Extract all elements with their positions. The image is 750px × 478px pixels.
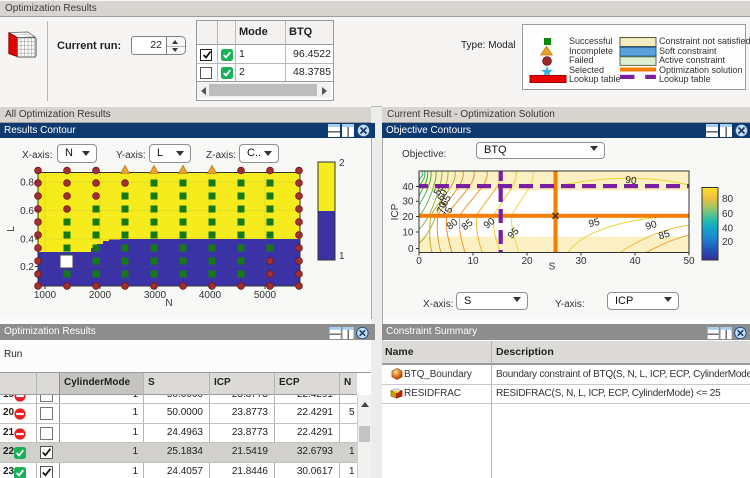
svg-text:0: 0 bbox=[408, 244, 414, 255]
svg-text:10: 10 bbox=[402, 228, 414, 239]
svg-text:50: 50 bbox=[683, 256, 695, 267]
svg-text:80: 80 bbox=[722, 194, 734, 205]
svg-text:65: 65 bbox=[439, 193, 454, 208]
svg-text:S: S bbox=[549, 262, 556, 273]
svg-text:ICP: ICP bbox=[390, 203, 401, 220]
svg-text:10: 10 bbox=[467, 256, 479, 267]
svg-text:20: 20 bbox=[521, 256, 533, 267]
svg-text:2000: 2000 bbox=[89, 290, 112, 301]
svg-text:1: 1 bbox=[339, 251, 345, 262]
svg-text:30: 30 bbox=[575, 256, 587, 267]
svg-text:85: 85 bbox=[657, 228, 671, 242]
svg-text:0: 0 bbox=[416, 256, 422, 267]
svg-text:4000: 4000 bbox=[199, 290, 222, 301]
svg-text:40: 40 bbox=[722, 224, 734, 235]
svg-text:5000: 5000 bbox=[254, 290, 277, 301]
svg-text:L: L bbox=[6, 226, 17, 232]
svg-text:70: 70 bbox=[435, 200, 450, 215]
svg-text:2: 2 bbox=[339, 158, 345, 169]
svg-text:0.2: 0.2 bbox=[20, 262, 34, 273]
svg-text:40: 40 bbox=[629, 256, 641, 267]
svg-text:0.6: 0.6 bbox=[20, 206, 34, 217]
svg-text:95: 95 bbox=[588, 217, 602, 230]
svg-text:90: 90 bbox=[644, 219, 658, 233]
svg-text:3000: 3000 bbox=[144, 290, 167, 301]
svg-text:1000: 1000 bbox=[34, 290, 57, 301]
svg-text:N: N bbox=[165, 298, 172, 309]
svg-text:60: 60 bbox=[435, 188, 450, 203]
svg-text:0.8: 0.8 bbox=[20, 178, 34, 189]
svg-text:40: 40 bbox=[402, 182, 414, 193]
svg-text:20: 20 bbox=[402, 212, 414, 223]
svg-text:60: 60 bbox=[722, 209, 734, 220]
svg-text:0.4: 0.4 bbox=[20, 235, 34, 246]
svg-text:30: 30 bbox=[402, 197, 414, 208]
svg-text:20: 20 bbox=[722, 237, 734, 248]
